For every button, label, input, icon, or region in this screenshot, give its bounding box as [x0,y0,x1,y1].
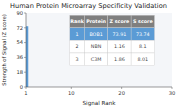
table-text: 2 [76,44,79,49]
y-tick-label: 18 [16,69,23,75]
table-cell [131,40,154,53]
y-axis [26,13,27,87]
table-text: NBN [91,44,102,49]
table-cell [131,28,154,41]
x-tick-label: 30 [169,90,176,96]
x-tick-label: 1 [24,90,27,96]
table-text: 8.1 [139,44,147,49]
marks [26,26,28,87]
chart: Human Protein Microarray Specificity Val… [0,0,177,109]
table-header: S score [133,19,153,24]
plot-area [26,13,172,87]
table-text: C3M [91,57,102,62]
y-tick [24,27,26,28]
table-header: Z score [110,19,131,24]
bar [26,26,28,87]
table-text: 3 [76,57,79,62]
table-cell [84,28,107,41]
title: Human Protein Microarray Specificity Val… [10,2,167,10]
table-text: 73.74 [136,32,150,37]
table-cell [84,53,107,66]
table-cell [108,40,131,53]
table-cell [108,53,131,66]
table-cell [84,15,107,28]
x-tick-label: 20 [118,90,125,96]
y-tick-label: 36 [16,54,23,60]
table-text: 73.91 [113,32,127,37]
table: RankProtein Z scoreS score 1 BOB1 73.91 73.74… [70,15,155,65]
x-axis-label: Signal Rank [83,100,117,107]
y-tick [24,72,26,73]
x-tick-label: 10 [68,90,75,96]
table-cell [108,28,131,41]
table-cell [70,40,85,53]
table-cell [70,28,85,41]
table-cell [131,53,154,66]
table-cell [131,15,154,28]
y-tick-label: 72 [16,25,23,31]
y-tick-label: 90 [16,10,23,16]
table-cell [70,15,85,28]
table-text: 1.86 [114,57,125,62]
table-cell [70,53,85,66]
y-tick-label: 0 [20,84,23,90]
y-tick-label: 54 [16,39,23,45]
table-text: 8.01 [137,57,148,62]
table-text: 1 [76,32,79,37]
table-cell [108,15,131,28]
table-header: Protein [86,19,106,24]
y-tick [24,42,26,43]
y-tick [24,87,26,88]
x-axis [26,87,172,88]
table-header: Rank [70,19,84,24]
table-text: 1.16 [114,44,125,49]
y-tick [24,57,26,58]
y-axis-label: Strength of Signal (Z score) [1,14,8,86]
y-tick [24,13,26,14]
table-cell [84,40,107,53]
table-text: BOB1 [89,32,102,37]
